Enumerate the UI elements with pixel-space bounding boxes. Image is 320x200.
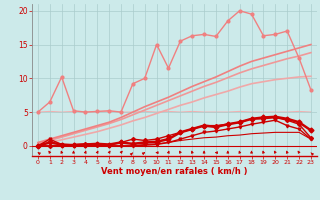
X-axis label: Vent moyen/en rafales ( km/h ): Vent moyen/en rafales ( km/h ): [101, 167, 248, 176]
